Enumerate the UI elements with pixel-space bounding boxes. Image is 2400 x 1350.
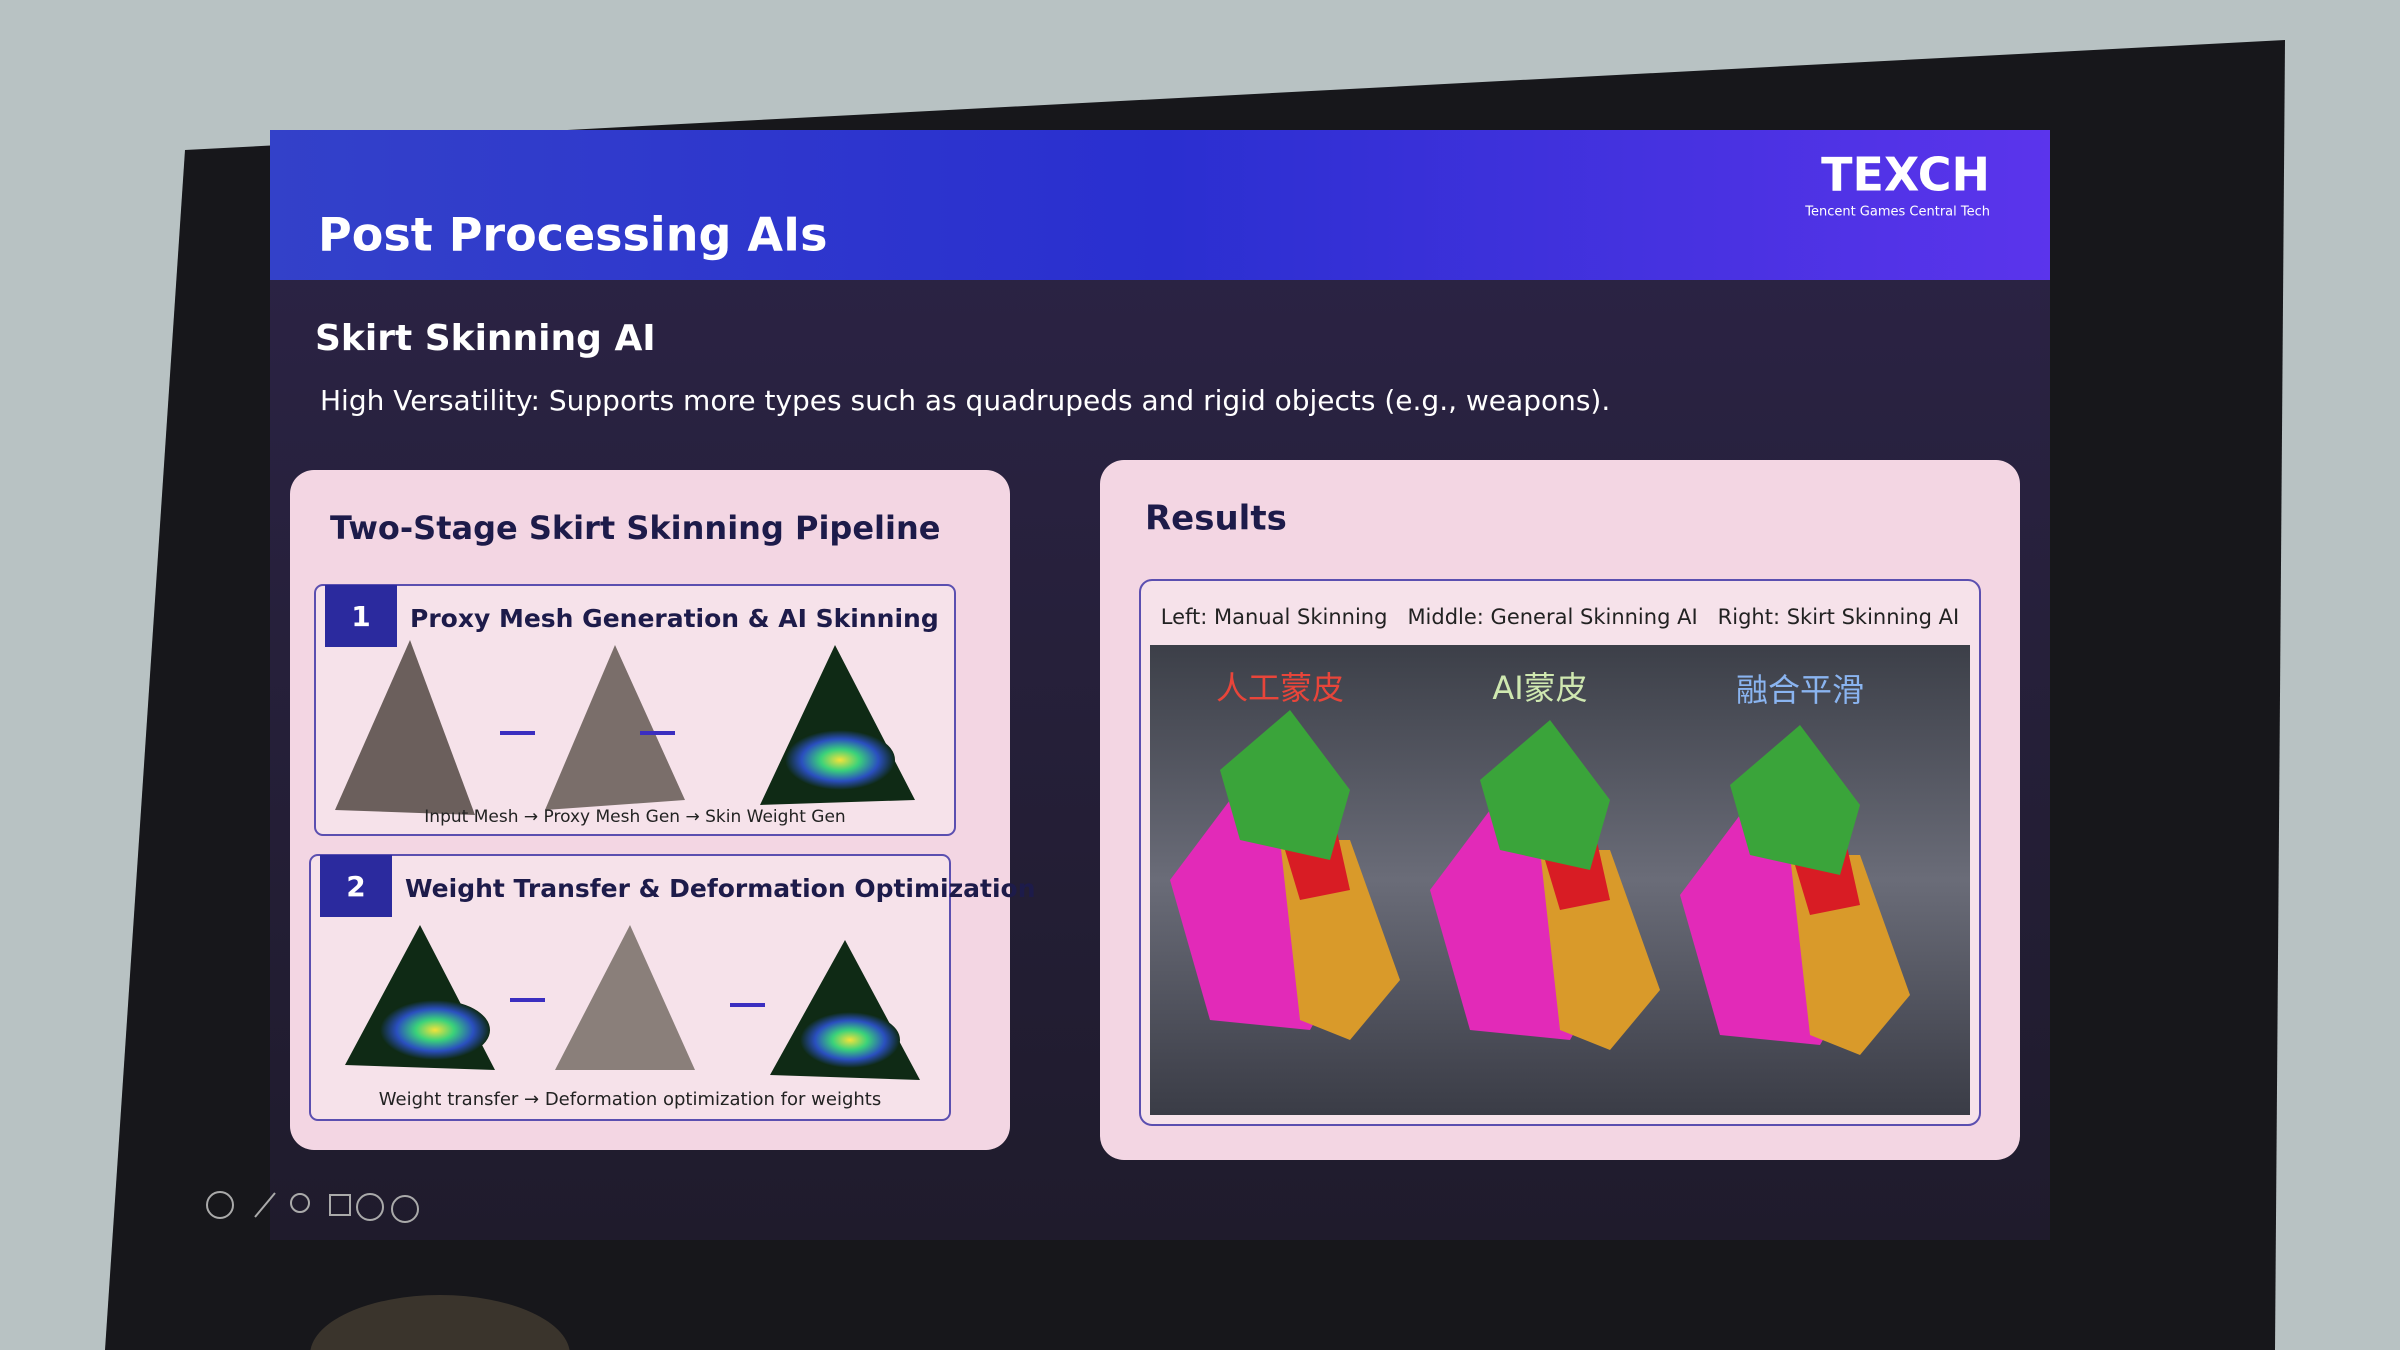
- logo: TEXCH: [1821, 148, 1990, 202]
- step-box: 2 Weight Transfer & Deformation Optimiza…: [309, 854, 1036, 1121]
- right-panel: Results Left: Manual Skinning Middle: Ge…: [1100, 460, 2020, 1160]
- audience-head: [310, 1295, 570, 1350]
- result-label: 人工蒙皮: [1216, 669, 1344, 707]
- step-caption: Input Mesh → Proxy Mesh Gen → Skin Weigh…: [424, 807, 845, 827]
- panel-title: Two-Stage Skirt Skinning Pipeline: [330, 509, 940, 547]
- step-box: 1 Proxy Mesh Generation & AI Skinning In…: [314, 584, 956, 836]
- left-panel: Two-Stage Skirt Skinning Pipeline 1 Prox…: [290, 470, 1036, 1150]
- subtitle: Skirt Skinning AI: [315, 318, 656, 359]
- step-caption: Weight transfer → Deformation optimizati…: [379, 1089, 881, 1110]
- description: High Versatility: Supports more types su…: [320, 384, 1610, 417]
- skirts: [1170, 710, 1910, 1055]
- header-bar: [270, 130, 2050, 280]
- step-title: Weight Transfer & Deformation Optimizati…: [405, 874, 1036, 903]
- slide: Post Processing AIs TEXCH Tencent Games …: [206, 130, 2050, 1240]
- toolbar: [206, 1191, 419, 1223]
- logo-subtitle: Tencent Games Central Tech: [1804, 205, 1990, 220]
- slide-title: Post Processing AIs: [318, 208, 827, 262]
- panel-title: Results: [1145, 499, 1287, 539]
- result-label: AI蒙皮: [1492, 669, 1587, 707]
- step-number: 1: [351, 600, 370, 633]
- step-number: 2: [346, 870, 365, 903]
- step-title: Proxy Mesh Generation & AI Skinning: [410, 604, 939, 633]
- result-label: 融合平滑: [1736, 671, 1864, 709]
- results-caption: Left: Manual Skinning Middle: General Sk…: [1161, 605, 1960, 629]
